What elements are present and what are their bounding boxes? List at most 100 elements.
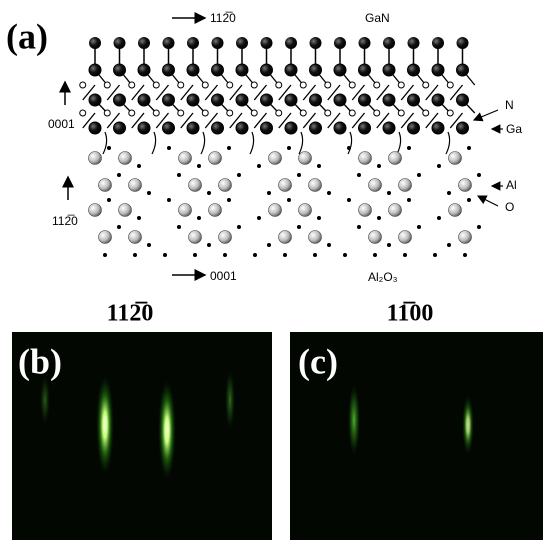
ga-atom: [236, 64, 248, 76]
ga-atom: [334, 37, 346, 49]
al-atom: [377, 164, 381, 168]
o-atom: [449, 204, 462, 217]
al-atom: [107, 198, 111, 202]
ga-atom: [383, 94, 395, 106]
al-atom: [163, 253, 167, 257]
al-atom: [167, 198, 171, 202]
al-atom: [313, 253, 317, 257]
panel-title: 112̅0: [107, 301, 154, 327]
al-atom: [253, 253, 257, 257]
ga-atom: [138, 94, 150, 106]
n-atom: [276, 110, 282, 116]
al-atom: [463, 253, 467, 257]
n-atom: [178, 110, 184, 116]
ga-atom: [310, 94, 322, 106]
ga-atom: [457, 64, 469, 76]
o-atom: [209, 152, 222, 165]
ga-atom: [432, 122, 444, 134]
al-atom: [287, 198, 291, 202]
ga-atom: [212, 64, 224, 76]
ga-atom: [285, 64, 297, 76]
al-atom: [207, 191, 211, 195]
al-atom: [297, 173, 301, 177]
bond: [446, 132, 450, 154]
al-atom: [433, 253, 437, 257]
al-atom: [347, 198, 351, 202]
al-atom: [107, 146, 111, 150]
ga-atom: [187, 122, 199, 134]
n-atom: [80, 110, 86, 116]
o-atom: [459, 231, 472, 244]
n-atom: [80, 82, 86, 88]
o-atom: [179, 204, 192, 217]
al-atom: [103, 253, 107, 257]
al-atom: [147, 243, 151, 247]
streak: [462, 395, 474, 455]
n-atom: [325, 110, 331, 116]
ga-atom: [457, 122, 469, 134]
ga-atom: [114, 64, 126, 76]
al-atom: [357, 173, 361, 177]
ga-atom: [114, 37, 126, 49]
n-atom: [300, 110, 306, 116]
ga-atom: [383, 122, 395, 134]
al-atom: [177, 225, 181, 229]
n-atom: [374, 82, 380, 88]
o-atom: [399, 179, 412, 192]
ga-atom: [236, 37, 248, 49]
ga-atom: [187, 37, 199, 49]
direction-label: 0001: [210, 269, 237, 283]
ga-atom: [212, 37, 224, 49]
o-atom: [219, 179, 232, 192]
o-atom: [209, 204, 222, 217]
ga-atom: [285, 94, 297, 106]
al-atom: [327, 243, 331, 247]
ga-atom: [236, 94, 248, 106]
ga-atom: [432, 37, 444, 49]
ga-atom: [89, 122, 101, 134]
ga-atom: [334, 94, 346, 106]
o-atom: [359, 204, 372, 217]
ga-atom: [359, 122, 371, 134]
o-atom: [309, 231, 322, 244]
ga-atom: [285, 37, 297, 49]
n-atom: [202, 82, 208, 88]
o-atom: [299, 204, 312, 217]
ga-atom: [408, 37, 420, 49]
al-atom: [223, 253, 227, 257]
ga-atom: [89, 94, 101, 106]
o-atom: [119, 204, 132, 217]
bond: [397, 132, 401, 154]
al-atom: [117, 173, 121, 177]
al-atom: [287, 146, 291, 150]
material-label: Al₂O₃: [368, 270, 398, 284]
ga-atom: [432, 94, 444, 106]
ga-atom: [187, 94, 199, 106]
panel-label: (b): [18, 341, 62, 381]
n-atom: [153, 110, 159, 116]
ga-atom: [187, 64, 199, 76]
o-atom: [369, 179, 382, 192]
atom-label: N: [505, 98, 514, 112]
al-atom: [197, 164, 201, 168]
streak: [348, 385, 360, 455]
streak: [158, 380, 176, 480]
o-atom: [449, 152, 462, 165]
o-atom: [119, 152, 132, 165]
al-atom: [447, 243, 451, 247]
al-atom: [477, 225, 481, 229]
ga-atom: [89, 64, 101, 76]
ga-atom: [310, 64, 322, 76]
ga-atom: [163, 122, 175, 134]
ga-atom: [334, 64, 346, 76]
al-atom: [167, 146, 171, 150]
al-atom: [257, 216, 261, 220]
n-atom: [153, 82, 159, 88]
o-atom: [279, 179, 292, 192]
al-atom: [227, 198, 231, 202]
streak: [40, 375, 50, 425]
ga-atom: [114, 94, 126, 106]
n-atom: [129, 82, 135, 88]
al-atom: [417, 173, 421, 177]
o-atom: [299, 152, 312, 165]
